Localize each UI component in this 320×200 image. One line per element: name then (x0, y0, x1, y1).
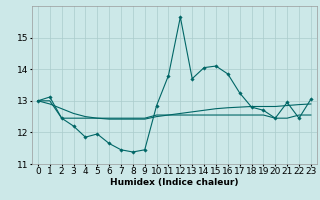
X-axis label: Humidex (Indice chaleur): Humidex (Indice chaleur) (110, 178, 239, 187)
